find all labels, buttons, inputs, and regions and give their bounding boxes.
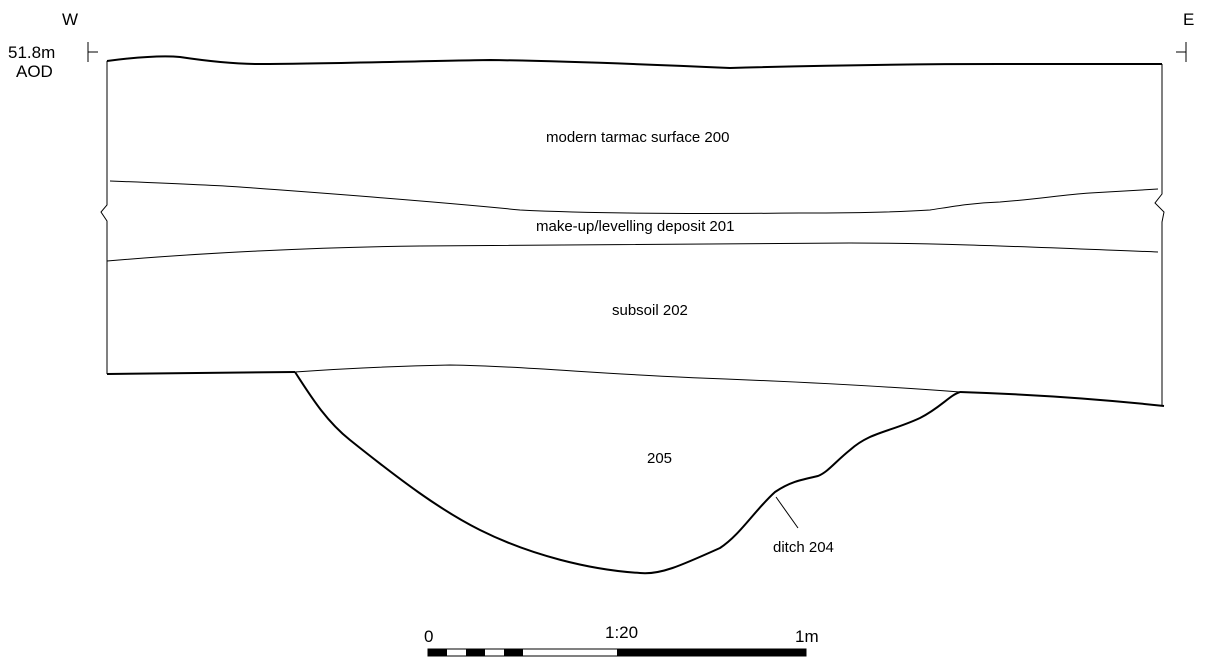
ditch-cut-label: ditch 204 bbox=[773, 539, 834, 556]
east-label: E bbox=[1183, 10, 1195, 29]
ditch-leader-line bbox=[775, 496, 799, 529]
makeup-subsoil-boundary bbox=[106, 242, 1159, 262]
scale-end-label: 1m bbox=[795, 627, 819, 646]
subsoil-base-right bbox=[959, 391, 1165, 407]
west-section-edge bbox=[100, 61, 108, 374]
ditch-cut-profile bbox=[294, 371, 961, 575]
datum-marker-east bbox=[1176, 42, 1187, 62]
ditch-fill-label: 205 bbox=[647, 450, 673, 467]
tarmac-makeup-boundary bbox=[109, 180, 1159, 215]
tarmac-layer-label: modern tarmac surface 200 bbox=[546, 129, 730, 146]
scale-segment-3 bbox=[504, 649, 523, 656]
top-surface-line bbox=[106, 55, 1162, 70]
scale-segment-2 bbox=[466, 649, 485, 656]
scale-segment-4 bbox=[617, 649, 806, 656]
makeup-layer-label: make-up/levelling deposit 201 bbox=[536, 218, 735, 235]
subsoil-base-left bbox=[106, 371, 296, 375]
west-label: W bbox=[62, 10, 79, 29]
scale-segment-1 bbox=[428, 649, 447, 656]
scale-bar bbox=[427, 648, 807, 657]
scale-ratio-label: 1:20 bbox=[605, 623, 639, 642]
east-section-edge bbox=[1154, 64, 1165, 406]
datum-level-label: 51.8m bbox=[8, 43, 56, 62]
datum-unit-label: AOD bbox=[16, 62, 53, 81]
subsoil-layer-label: subsoil 202 bbox=[612, 302, 688, 319]
ditch-fill-top bbox=[294, 364, 961, 393]
datum-marker-west bbox=[87, 42, 98, 62]
scale-start-label: 0 bbox=[424, 627, 434, 646]
